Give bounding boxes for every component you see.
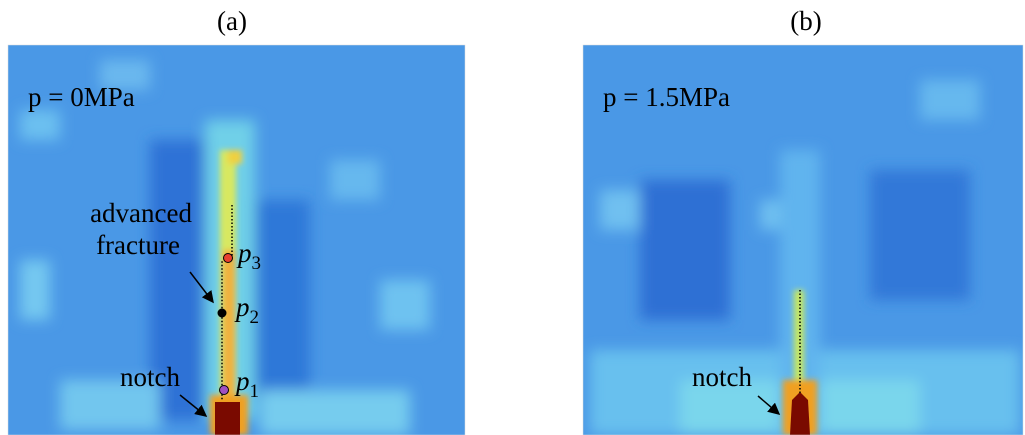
annotation: advanced: [90, 198, 192, 228]
notch-label: notch: [120, 362, 180, 392]
notch-label: notch: [692, 362, 752, 392]
point-label: p1: [234, 366, 259, 402]
annotation: fracture: [96, 230, 180, 260]
pressure-label: p = 1.5MPa: [603, 82, 730, 112]
heatmap-b: [583, 45, 1023, 435]
panel-label: (b): [790, 6, 821, 36]
pressure-label: p = 0MPa: [28, 82, 135, 112]
panel-label: (a): [217, 6, 247, 36]
point-label: p3: [236, 238, 261, 274]
point-label: p2: [234, 292, 259, 328]
heatmap-a: [8, 45, 465, 435]
